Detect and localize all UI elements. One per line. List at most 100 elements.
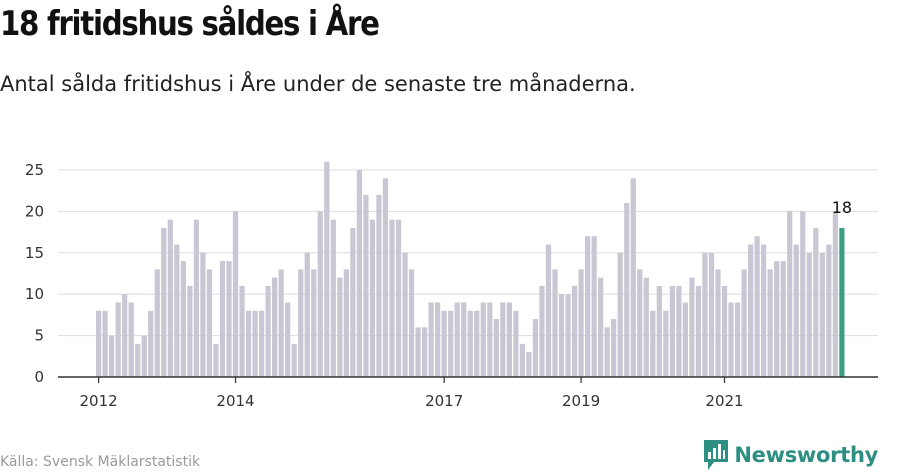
bar	[754, 236, 760, 377]
bar	[682, 302, 688, 377]
bar	[734, 302, 741, 377]
bar	[558, 294, 565, 377]
bar	[461, 302, 467, 377]
x-tick-label: 2014	[216, 392, 254, 410]
bar	[311, 269, 317, 377]
bar	[689, 277, 695, 377]
bar	[767, 269, 773, 377]
bar	[174, 244, 180, 377]
bar	[819, 252, 825, 377]
bar	[245, 310, 252, 377]
bar	[402, 252, 408, 377]
bar	[585, 236, 591, 377]
bar	[708, 252, 715, 377]
x-tick-label: 2017	[425, 392, 463, 410]
bar	[467, 310, 473, 377]
y-tick-label: 20	[25, 202, 44, 220]
bar	[206, 269, 213, 377]
bar	[232, 211, 239, 377]
bar	[448, 310, 454, 377]
bar	[695, 285, 702, 377]
bar	[317, 211, 323, 377]
y-tick-label: 10	[25, 285, 44, 303]
bar	[135, 343, 141, 377]
bar	[441, 310, 447, 377]
bar	[389, 219, 395, 377]
bar	[226, 261, 232, 377]
bar	[337, 277, 343, 377]
bar	[304, 252, 310, 377]
bar	[422, 327, 428, 377]
bar	[480, 302, 486, 377]
bar	[650, 310, 656, 377]
brand-name: Newsworthy	[734, 443, 878, 467]
bar	[793, 244, 799, 377]
bar	[148, 310, 154, 377]
bar	[787, 211, 793, 377]
bar	[715, 269, 721, 377]
bar	[350, 227, 356, 377]
chart-subtitle: Antal sålda fritidshus i Åre under de se…	[0, 72, 636, 96]
bar	[278, 269, 284, 377]
bar	[356, 170, 362, 377]
bar	[487, 302, 493, 377]
bar	[324, 161, 330, 377]
source-note: Källa: Svensk Mäklarstatistik	[0, 454, 201, 470]
bar	[741, 269, 747, 377]
bar	[721, 285, 728, 377]
bar	[474, 310, 480, 377]
bar	[578, 269, 584, 377]
bar	[604, 327, 610, 377]
bar	[637, 269, 643, 377]
bar	[343, 269, 349, 377]
bar	[813, 227, 819, 377]
bar	[513, 310, 519, 377]
x-tick-label: 2021	[705, 392, 743, 410]
bar	[774, 261, 780, 377]
bar	[180, 261, 186, 377]
bar	[298, 269, 304, 377]
y-tick-label: 25	[25, 161, 44, 179]
bar	[330, 219, 336, 377]
brand-logo[interactable]: Newsworthy	[704, 440, 878, 470]
bar	[617, 252, 623, 377]
bar	[382, 178, 389, 377]
newsworthy-logo-icon	[704, 440, 729, 470]
bar	[519, 343, 525, 377]
bar	[239, 285, 245, 377]
bar	[500, 302, 506, 377]
bar	[663, 310, 669, 377]
x-tick-label: 2019	[562, 392, 600, 410]
bar	[545, 244, 552, 377]
y-tick-label: 15	[25, 244, 44, 262]
bar	[656, 285, 662, 377]
bar	[552, 269, 558, 377]
bar	[826, 244, 832, 377]
bar	[187, 285, 193, 377]
bar	[669, 285, 675, 377]
bar-chart: 0 5 10 15 20 25 2012 2014 2017 2019 2021 18	[25, 161, 878, 410]
bar	[728, 302, 734, 377]
bar	[376, 194, 382, 377]
bar	[122, 294, 128, 377]
x-tick-label: 2012	[80, 392, 118, 410]
bar	[806, 252, 812, 377]
bar	[252, 310, 258, 377]
bar	[428, 302, 434, 377]
bar	[167, 219, 173, 377]
bar	[493, 319, 499, 377]
bar	[408, 269, 415, 377]
bar	[702, 252, 708, 377]
bar	[526, 352, 532, 377]
bar	[395, 219, 402, 377]
bar	[761, 244, 767, 377]
bar	[571, 285, 578, 377]
bar	[200, 252, 206, 377]
bar	[748, 244, 754, 377]
bar	[800, 211, 806, 377]
value-annotation: 18	[832, 198, 852, 217]
bar	[291, 343, 297, 377]
bar	[285, 302, 291, 377]
bar	[213, 343, 219, 377]
bar	[598, 277, 604, 377]
